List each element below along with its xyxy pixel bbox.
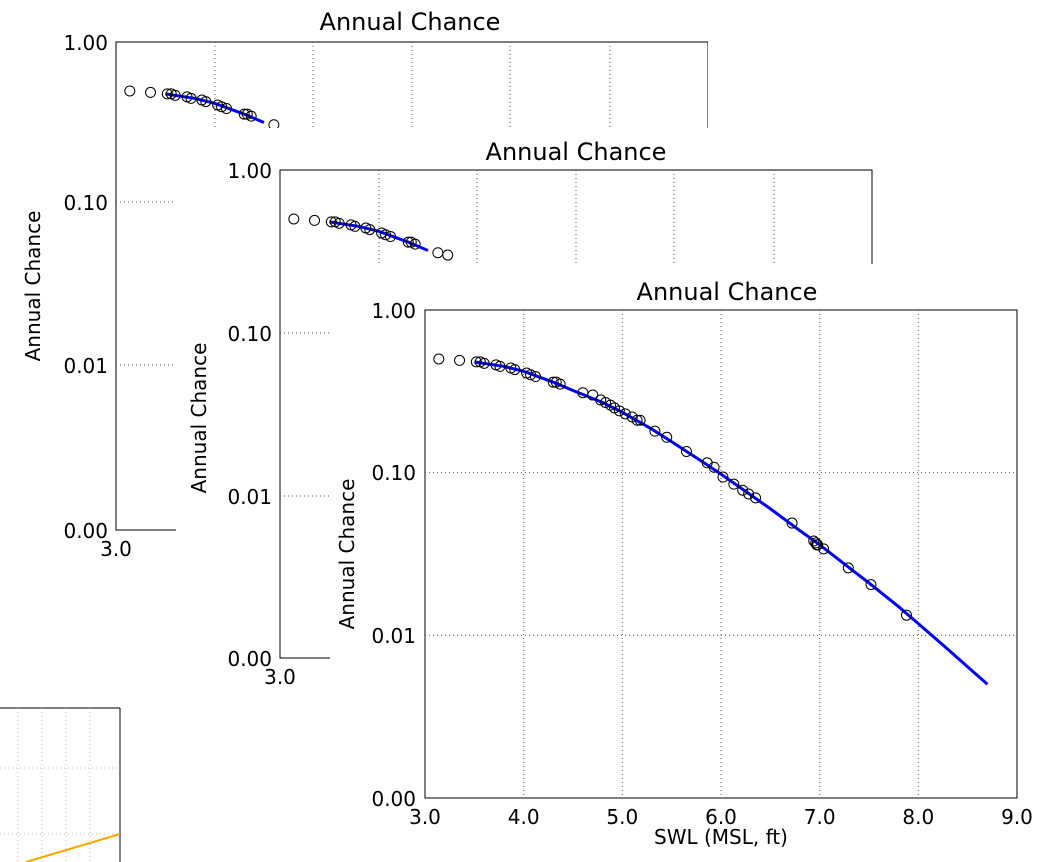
data-series	[124, 85, 280, 131]
y-axis-label: Annual Chance	[335, 479, 359, 630]
data-point	[728, 478, 740, 490]
data-point	[216, 101, 228, 113]
data-point	[812, 539, 824, 551]
y-tick-label: 0.01	[227, 485, 272, 509]
data-point	[530, 371, 542, 383]
data-point	[454, 354, 466, 366]
data-point	[554, 378, 566, 390]
x-tick-label: 8.0	[902, 805, 934, 829]
x-tick-label: 3.0	[409, 805, 441, 829]
data-point	[680, 445, 692, 457]
data-point	[409, 238, 421, 250]
x-tick-label: 3.0	[100, 537, 132, 560]
data-point	[432, 247, 444, 259]
orange-series-line	[25, 833, 121, 862]
data-point	[708, 461, 720, 473]
data-point	[221, 103, 233, 115]
data-point	[865, 579, 877, 591]
data-point	[717, 471, 729, 483]
data-point	[124, 85, 136, 97]
y-tick-label: 1.00	[227, 159, 272, 183]
data-point	[661, 431, 673, 443]
data-point	[478, 357, 490, 369]
data-point	[245, 110, 257, 122]
y-tick-label: 1.00	[63, 31, 108, 55]
grid-lines	[425, 310, 1017, 798]
data-point	[185, 92, 197, 104]
fit-line	[474, 360, 989, 686]
x-tick-labels: 3.0 4.0 5.0 6.0 7.0 8.0 9.0	[409, 805, 1033, 829]
data-point	[900, 609, 912, 621]
y-tick-label: 0.00	[63, 519, 108, 543]
data-point	[808, 535, 820, 547]
data-point	[525, 369, 537, 381]
data-point	[442, 249, 454, 261]
data-point	[145, 86, 157, 98]
data-point	[385, 231, 397, 243]
data-point	[810, 537, 822, 549]
x-tick-label: 7.0	[804, 805, 836, 829]
x-tick-label: 4.0	[508, 805, 540, 829]
y-tick-label: 0.01	[371, 624, 416, 648]
data-point	[380, 229, 392, 241]
y-tick-label: 0.10	[63, 191, 108, 215]
data-point	[433, 353, 445, 365]
background-plot	[0, 707, 121, 862]
data-series	[288, 213, 454, 261]
chart-svg-3: Annual Chance 1.00 0.10 0.01 0.00 3.0 4.0…	[335, 278, 1033, 849]
data-point	[333, 217, 345, 229]
data-point	[288, 213, 300, 225]
data-point	[470, 356, 482, 368]
data-point	[634, 414, 646, 426]
data-point	[613, 405, 625, 417]
y-tick-label: 0.01	[63, 354, 108, 378]
y-axis-label: Annual Chance	[21, 211, 45, 362]
data-point	[842, 562, 854, 574]
data-point	[309, 214, 321, 226]
data-series	[433, 353, 989, 686]
data-point	[587, 389, 599, 401]
grid-lines	[0, 708, 120, 862]
chart-title: Annual Chance	[637, 278, 818, 306]
data-point	[325, 216, 337, 228]
data-point	[743, 488, 755, 500]
y-tick-label: 0.00	[371, 787, 416, 811]
data-point	[169, 89, 181, 101]
y-tick-label: 1.00	[371, 299, 416, 323]
x-tick-label: 5.0	[606, 805, 638, 829]
data-point	[750, 492, 762, 504]
data-point	[200, 96, 212, 108]
y-tick-label: 0.10	[371, 461, 416, 485]
data-point	[349, 220, 361, 232]
data-point	[402, 236, 414, 248]
chart-title: Annual Chance	[320, 8, 501, 36]
data-point	[547, 376, 559, 388]
data-point	[364, 224, 376, 236]
y-axis-label: Annual Chance	[187, 343, 211, 494]
data-point	[786, 517, 798, 529]
data-point	[494, 360, 506, 372]
data-point	[619, 408, 631, 420]
y-tick-label: 0.10	[227, 322, 272, 346]
x-axis-label: SWL (MSL, ft)	[654, 825, 788, 849]
data-point	[161, 88, 173, 100]
chart-title: Annual Chance	[486, 138, 667, 166]
data-point	[238, 108, 250, 120]
figure-window-3[interactable]: Annual Chance 1.00 0.10 0.01 0.00 3.0 4.0…	[330, 264, 1064, 862]
x-tick-label: 3.0	[264, 665, 296, 688]
background-plot-window[interactable]	[0, 700, 122, 862]
data-point	[737, 484, 749, 496]
data-point	[649, 425, 661, 437]
x-tick-label: 6.0	[705, 805, 737, 829]
data-point	[818, 543, 830, 555]
x-tick-label: 9.0	[1001, 805, 1033, 829]
y-tick-label: 0.00	[227, 647, 272, 671]
data-point	[509, 364, 521, 376]
data-point	[631, 414, 643, 426]
